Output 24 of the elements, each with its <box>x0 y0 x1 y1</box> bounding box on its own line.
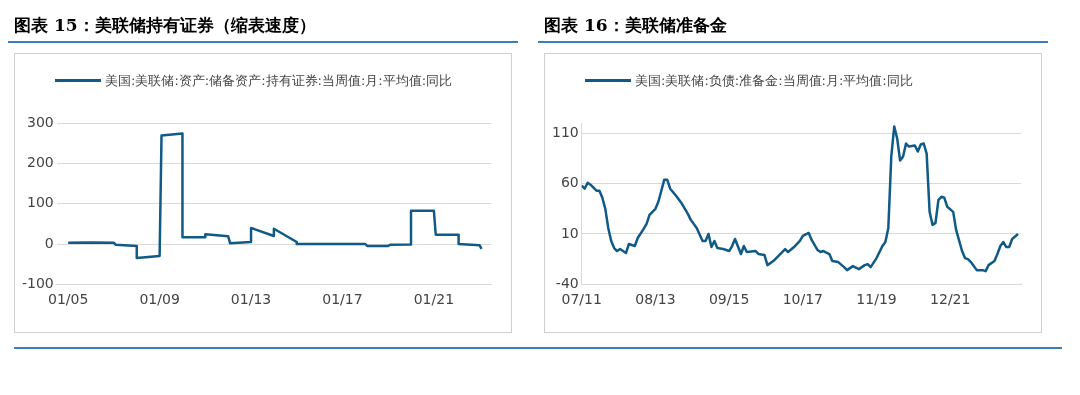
x-tick-label: 01/17 <box>322 291 363 308</box>
x-tick-label: 12/21 <box>930 291 971 308</box>
y-tick-label: 300 <box>27 114 54 131</box>
x-tick-label: 08/13 <box>635 291 676 308</box>
y-tick-label: -40 <box>555 274 579 291</box>
y-tick-label: 100 <box>27 194 54 211</box>
y-tick-label: 10 <box>560 224 579 241</box>
legend-label: 美国:美联储:负债:准备金:当周值:月:平均值:同比 <box>635 72 913 89</box>
y-tick-label: 110 <box>551 124 579 141</box>
y-tick-label: 200 <box>27 154 54 171</box>
x-tick-label: 10/17 <box>782 291 824 308</box>
x-tick-label: 01/09 <box>139 291 180 308</box>
chart-title: 图表 15：美联储持有证券（缩表速度） <box>8 12 518 43</box>
y-tick-label: 0 <box>44 234 54 251</box>
x-tick-label: 09/15 <box>708 291 750 308</box>
x-tick-label: 01/21 <box>413 291 455 308</box>
x-tick-label: 07/11 <box>561 291 602 308</box>
x-tick-label: 11/19 <box>856 291 897 308</box>
y-tick-label: 60 <box>560 174 579 191</box>
legend-label: 美国:美联储:资产:储备资产:持有证券:当周值:月:平均值:同比 <box>105 72 453 89</box>
y-tick-label: -100 <box>21 274 54 291</box>
chart-title: 图表 16：美联储准备金 <box>538 12 1048 43</box>
x-tick-label: 01/13 <box>230 291 272 308</box>
x-tick-label: 01/05 <box>48 291 89 308</box>
